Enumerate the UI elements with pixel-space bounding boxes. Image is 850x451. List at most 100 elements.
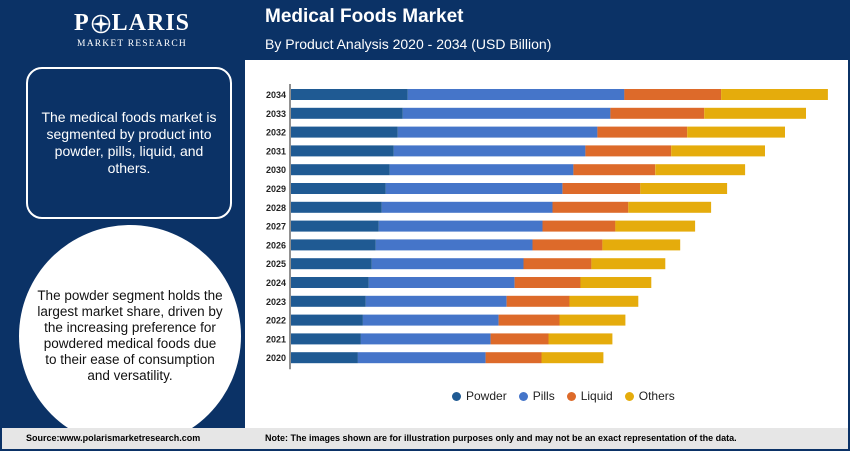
y-tick-label-2030: 2030 [266, 165, 286, 175]
bar-powder-2021 [291, 333, 361, 345]
header-band [245, 2, 848, 60]
bar-powder-2026 [291, 239, 376, 251]
bar-others-2034 [721, 89, 828, 100]
y-tick-label-2026: 2026 [266, 240, 286, 250]
y-tick-label-2027: 2027 [266, 222, 286, 232]
legend-label-powder: Powder [466, 389, 507, 403]
bar-others-2030 [655, 164, 746, 176]
bar-others-2025 [591, 258, 666, 270]
bar-others-2029 [640, 183, 728, 194]
stacked-bar-chart: 2034 2033 2032 2031 2030 2029 2028 2027 2026 2025… [266, 84, 828, 370]
bar-powder-2030 [291, 164, 390, 176]
bar-powder-2020 [291, 352, 358, 364]
legend-item-powder: Powder [452, 389, 507, 403]
y-tick-label-2031: 2031 [266, 146, 286, 156]
compass-star-icon [91, 14, 110, 33]
chart-legend: Powder Pills Liquid Others [452, 389, 687, 403]
bar-liquid-2034 [624, 89, 722, 100]
highlight-text: The powder segment holds the largest mar… [37, 288, 223, 383]
bar-powder-2034 [291, 89, 408, 100]
bar-powder-2023 [291, 295, 366, 307]
y-tick-label-2025: 2025 [266, 259, 286, 269]
bar-others-2024 [580, 277, 652, 288]
bar-liquid-2026 [532, 239, 603, 251]
bar-pills-2032 [397, 126, 598, 138]
bar-powder-2028 [291, 201, 382, 213]
brand-tagline: MARKET RESEARCH [77, 39, 187, 49]
bar-pills-2025 [371, 258, 524, 270]
bar-powder-2022 [291, 314, 363, 326]
bar-others-2020 [541, 352, 604, 364]
y-tick-label-2022: 2022 [266, 316, 286, 326]
bar-liquid-2032 [597, 126, 688, 138]
brand-wordmark: P LARIS [74, 10, 190, 37]
y-tick-label-2023: 2023 [266, 297, 286, 307]
y-tick-label-2021: 2021 [266, 334, 286, 344]
bar-liquid-2029 [562, 183, 641, 194]
bar-others-2022 [559, 314, 626, 326]
legend-swatch-liquid [566, 391, 576, 401]
bar-others-2026 [602, 239, 681, 251]
bar-pills-2034 [407, 89, 625, 100]
bar-others-2027 [615, 220, 696, 232]
y-tick-label-2032: 2032 [266, 128, 286, 138]
brand-name-left: P [74, 10, 90, 36]
bar-others-2032 [687, 126, 785, 138]
legend-swatch-pills [518, 391, 528, 401]
bar-pills-2024 [368, 277, 515, 288]
y-tick-label-2034: 2034 [266, 90, 286, 100]
source-text: Source:www.polarismarketresearch.com [26, 433, 201, 443]
bar-pills-2022 [362, 314, 499, 326]
bar-pills-2028 [381, 201, 553, 213]
bar-pills-2027 [378, 220, 543, 232]
y-tick-label-2024: 2024 [266, 278, 286, 288]
disclaimer-note: Note: The images shown are for illustrat… [265, 433, 737, 443]
legend-item-others: Others [624, 389, 675, 403]
bar-pills-2030 [389, 164, 574, 176]
bar-powder-2031 [291, 145, 394, 157]
footer: Source:www.polarismarketresearch.com Not… [2, 428, 848, 449]
brand-name-right: LARIS [111, 10, 191, 36]
bar-liquid-2024 [514, 277, 581, 288]
page-title: Medical Foods Market [265, 6, 464, 27]
bar-powder-2029 [291, 183, 386, 194]
bar-pills-2023 [365, 295, 507, 307]
legend-label-others: Others [638, 389, 675, 403]
bar-liquid-2028 [552, 201, 629, 213]
y-tick-label-2029: 2029 [266, 184, 286, 194]
legend-swatch-powder [452, 391, 461, 401]
bar-pills-2021 [360, 333, 491, 345]
y-tick-label-2033: 2033 [266, 109, 286, 119]
legend-label-liquid: Liquid [580, 389, 613, 403]
legend-item-liquid: Liquid [566, 389, 613, 403]
bar-liquid-2020 [485, 352, 542, 364]
bar-powder-2024 [291, 277, 369, 288]
bar-pills-2026 [375, 239, 533, 251]
page-subtitle: By Product Analysis 2020 - 2034 (USD Bil… [265, 36, 552, 52]
bar-others-2033 [704, 107, 806, 119]
bar-pills-2020 [357, 352, 486, 364]
bar-liquid-2031 [585, 145, 672, 157]
bar-liquid-2022 [498, 314, 560, 326]
bar-others-2031 [671, 145, 765, 157]
segment-info-text: The medical foods market is segmented by… [41, 109, 217, 176]
bar-liquid-2030 [573, 164, 656, 176]
highlight-circle: The powder segment holds the largest mar… [19, 225, 241, 447]
bar-powder-2033 [291, 107, 403, 119]
bar-powder-2025 [291, 258, 372, 270]
bar-pills-2031 [393, 145, 586, 157]
y-tick-label-2028: 2028 [266, 203, 286, 213]
bar-liquid-2033 [610, 107, 705, 119]
bar-pills-2033 [402, 107, 611, 119]
bar-liquid-2027 [542, 220, 616, 232]
bar-others-2028 [628, 201, 712, 213]
bar-powder-2027 [291, 220, 379, 232]
y-tick-label-2020: 2020 [266, 353, 286, 363]
bar-pills-2029 [385, 183, 563, 194]
bar-others-2021 [548, 333, 613, 345]
legend-item-pills: Pills [518, 389, 555, 403]
bar-liquid-2025 [523, 258, 592, 270]
legend-swatch-others [624, 391, 634, 401]
bar-others-2023 [569, 295, 639, 307]
